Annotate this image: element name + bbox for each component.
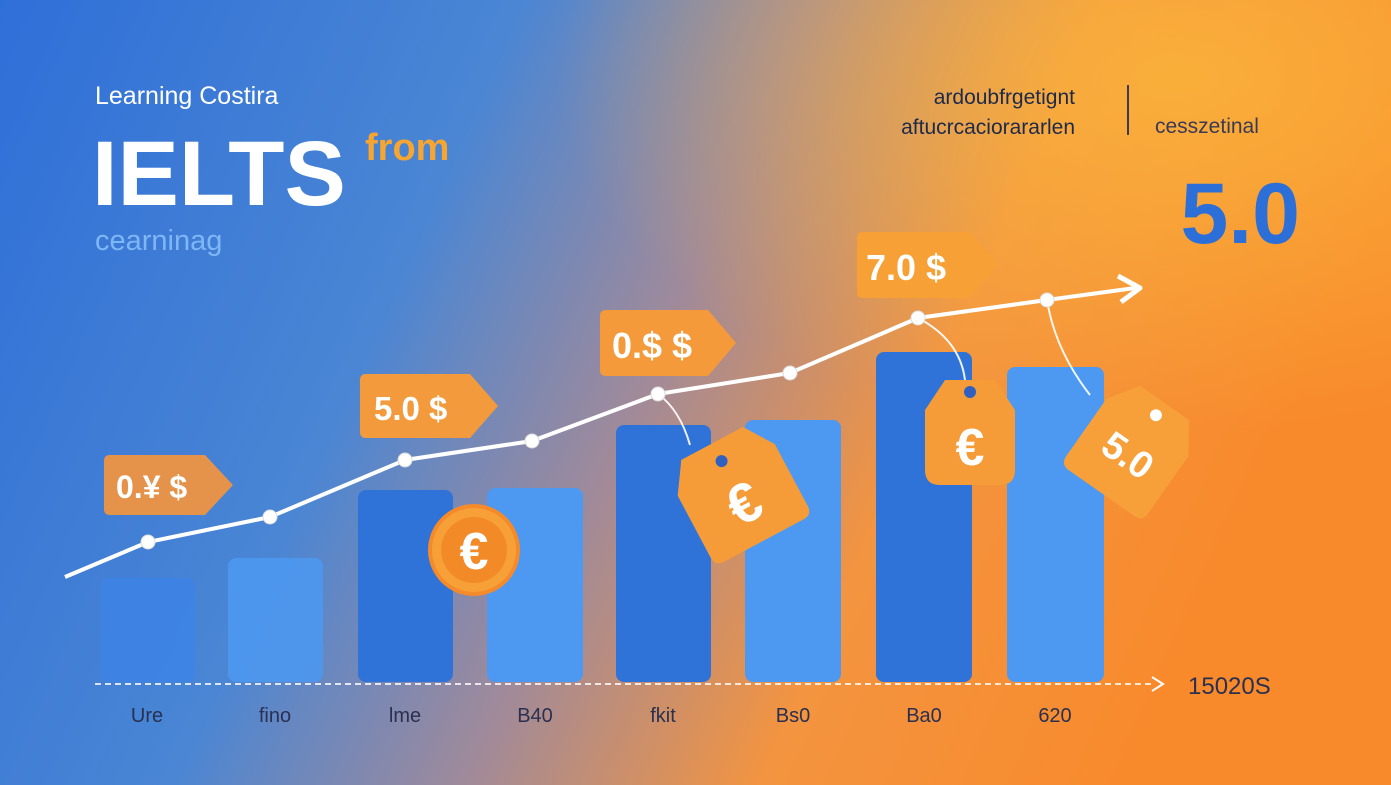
title-accent: from <box>365 127 449 169</box>
tag-label: 0.$ $ <box>612 325 692 366</box>
bar <box>228 558 323 682</box>
subtitle: cearninag <box>95 225 222 257</box>
x-label: fino <box>259 705 291 727</box>
tag: 7.0 $ <box>857 232 998 298</box>
bar <box>1007 367 1104 682</box>
x-label: lme <box>389 705 421 727</box>
hanging-tag-label: € <box>956 419 985 477</box>
panel-line: ardoubfrgetignt <box>934 86 1075 109</box>
trend-points <box>140 292 1055 550</box>
score: 5.0 <box>1180 166 1300 262</box>
hanging-tag: 5.0 <box>1063 385 1190 519</box>
axis-arrow <box>1151 676 1165 692</box>
side-label: cesszetinal <box>1155 115 1259 138</box>
tag-label: 5.0 $ <box>374 390 447 427</box>
tag-label: 7.0 $ <box>866 247 946 288</box>
hanging-tag: € <box>677 427 810 564</box>
tag: 0.¥ $ <box>104 455 233 515</box>
title: IELTS <box>92 123 346 225</box>
x-label: Ba0 <box>906 705 942 727</box>
x-label: fkit <box>650 705 676 727</box>
x-label: Bs0 <box>776 705 810 727</box>
coin: € <box>428 504 520 596</box>
kicker: Learning Costira <box>95 82 279 110</box>
trend-line <box>64 286 1136 579</box>
panel-line: aftucrcaciorararlen <box>901 116 1075 139</box>
tag: 0.$ $ <box>600 310 736 376</box>
coin-symbol: € <box>460 523 489 581</box>
tag-label: 0.¥ $ <box>116 469 187 505</box>
x-label: 620 <box>1038 705 1071 727</box>
x-label: B40 <box>517 705 553 727</box>
bar <box>100 578 195 682</box>
x-labels: Ure fino lme B40 fkit Bs0 Ba0 620 <box>131 705 1072 727</box>
trend-arrow <box>1116 273 1143 305</box>
x-label: Ure <box>131 705 163 727</box>
hanging-tag: € <box>925 380 1015 485</box>
bar <box>358 490 453 682</box>
tag: 5.0 $ <box>360 374 498 438</box>
axis-end-label: 15020S <box>1188 673 1271 700</box>
